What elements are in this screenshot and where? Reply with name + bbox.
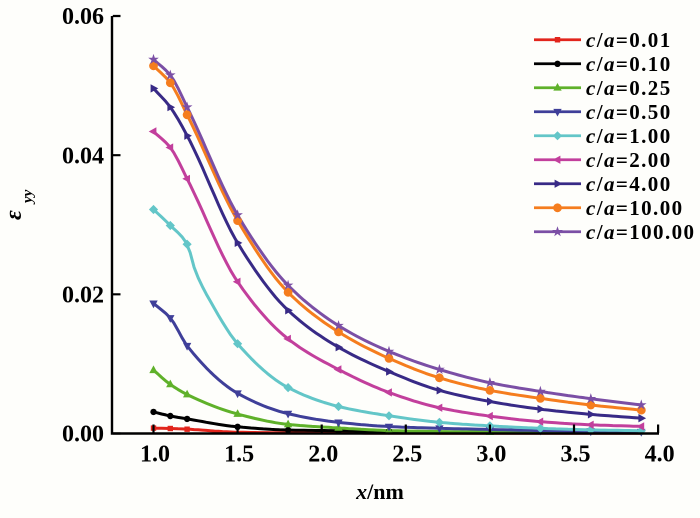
svg-text:0.02: 0.02 xyxy=(62,283,104,309)
svg-text:2.5: 2.5 xyxy=(392,442,422,468)
svg-text:0.04: 0.04 xyxy=(62,143,104,169)
svg-text:c/a=4.00: c/a=4.00 xyxy=(586,172,672,196)
svg-text:3.5: 3.5 xyxy=(561,442,591,468)
svg-text:1.5: 1.5 xyxy=(224,442,254,468)
svg-text:x/nm: x/nm xyxy=(355,479,404,504)
svg-text:4.0: 4.0 xyxy=(645,442,675,468)
svg-text:3.0: 3.0 xyxy=(476,442,506,468)
svg-text:0.00: 0.00 xyxy=(62,422,104,448)
svg-text:c/a=0.10: c/a=0.10 xyxy=(586,52,672,76)
svg-text:c/a=2.00: c/a=2.00 xyxy=(586,148,672,172)
svg-text:c/a=0.01: c/a=0.01 xyxy=(586,28,672,52)
svg-text:c/a=0.25: c/a=0.25 xyxy=(586,76,672,100)
svg-text:c/a=100.00: c/a=100.00 xyxy=(586,220,695,244)
svg-text:c/a=1.00: c/a=1.00 xyxy=(586,124,672,148)
svg-text:2.0: 2.0 xyxy=(308,442,338,468)
svg-text:yy: yy xyxy=(20,189,36,205)
svg-text:c/a=0.50: c/a=0.50 xyxy=(586,100,672,124)
svg-text:0.06: 0.06 xyxy=(62,4,104,30)
svg-text:1.0: 1.0 xyxy=(140,442,170,468)
svg-text:ε: ε xyxy=(1,210,27,220)
svg-text:c/a=10.00: c/a=10.00 xyxy=(586,196,684,220)
